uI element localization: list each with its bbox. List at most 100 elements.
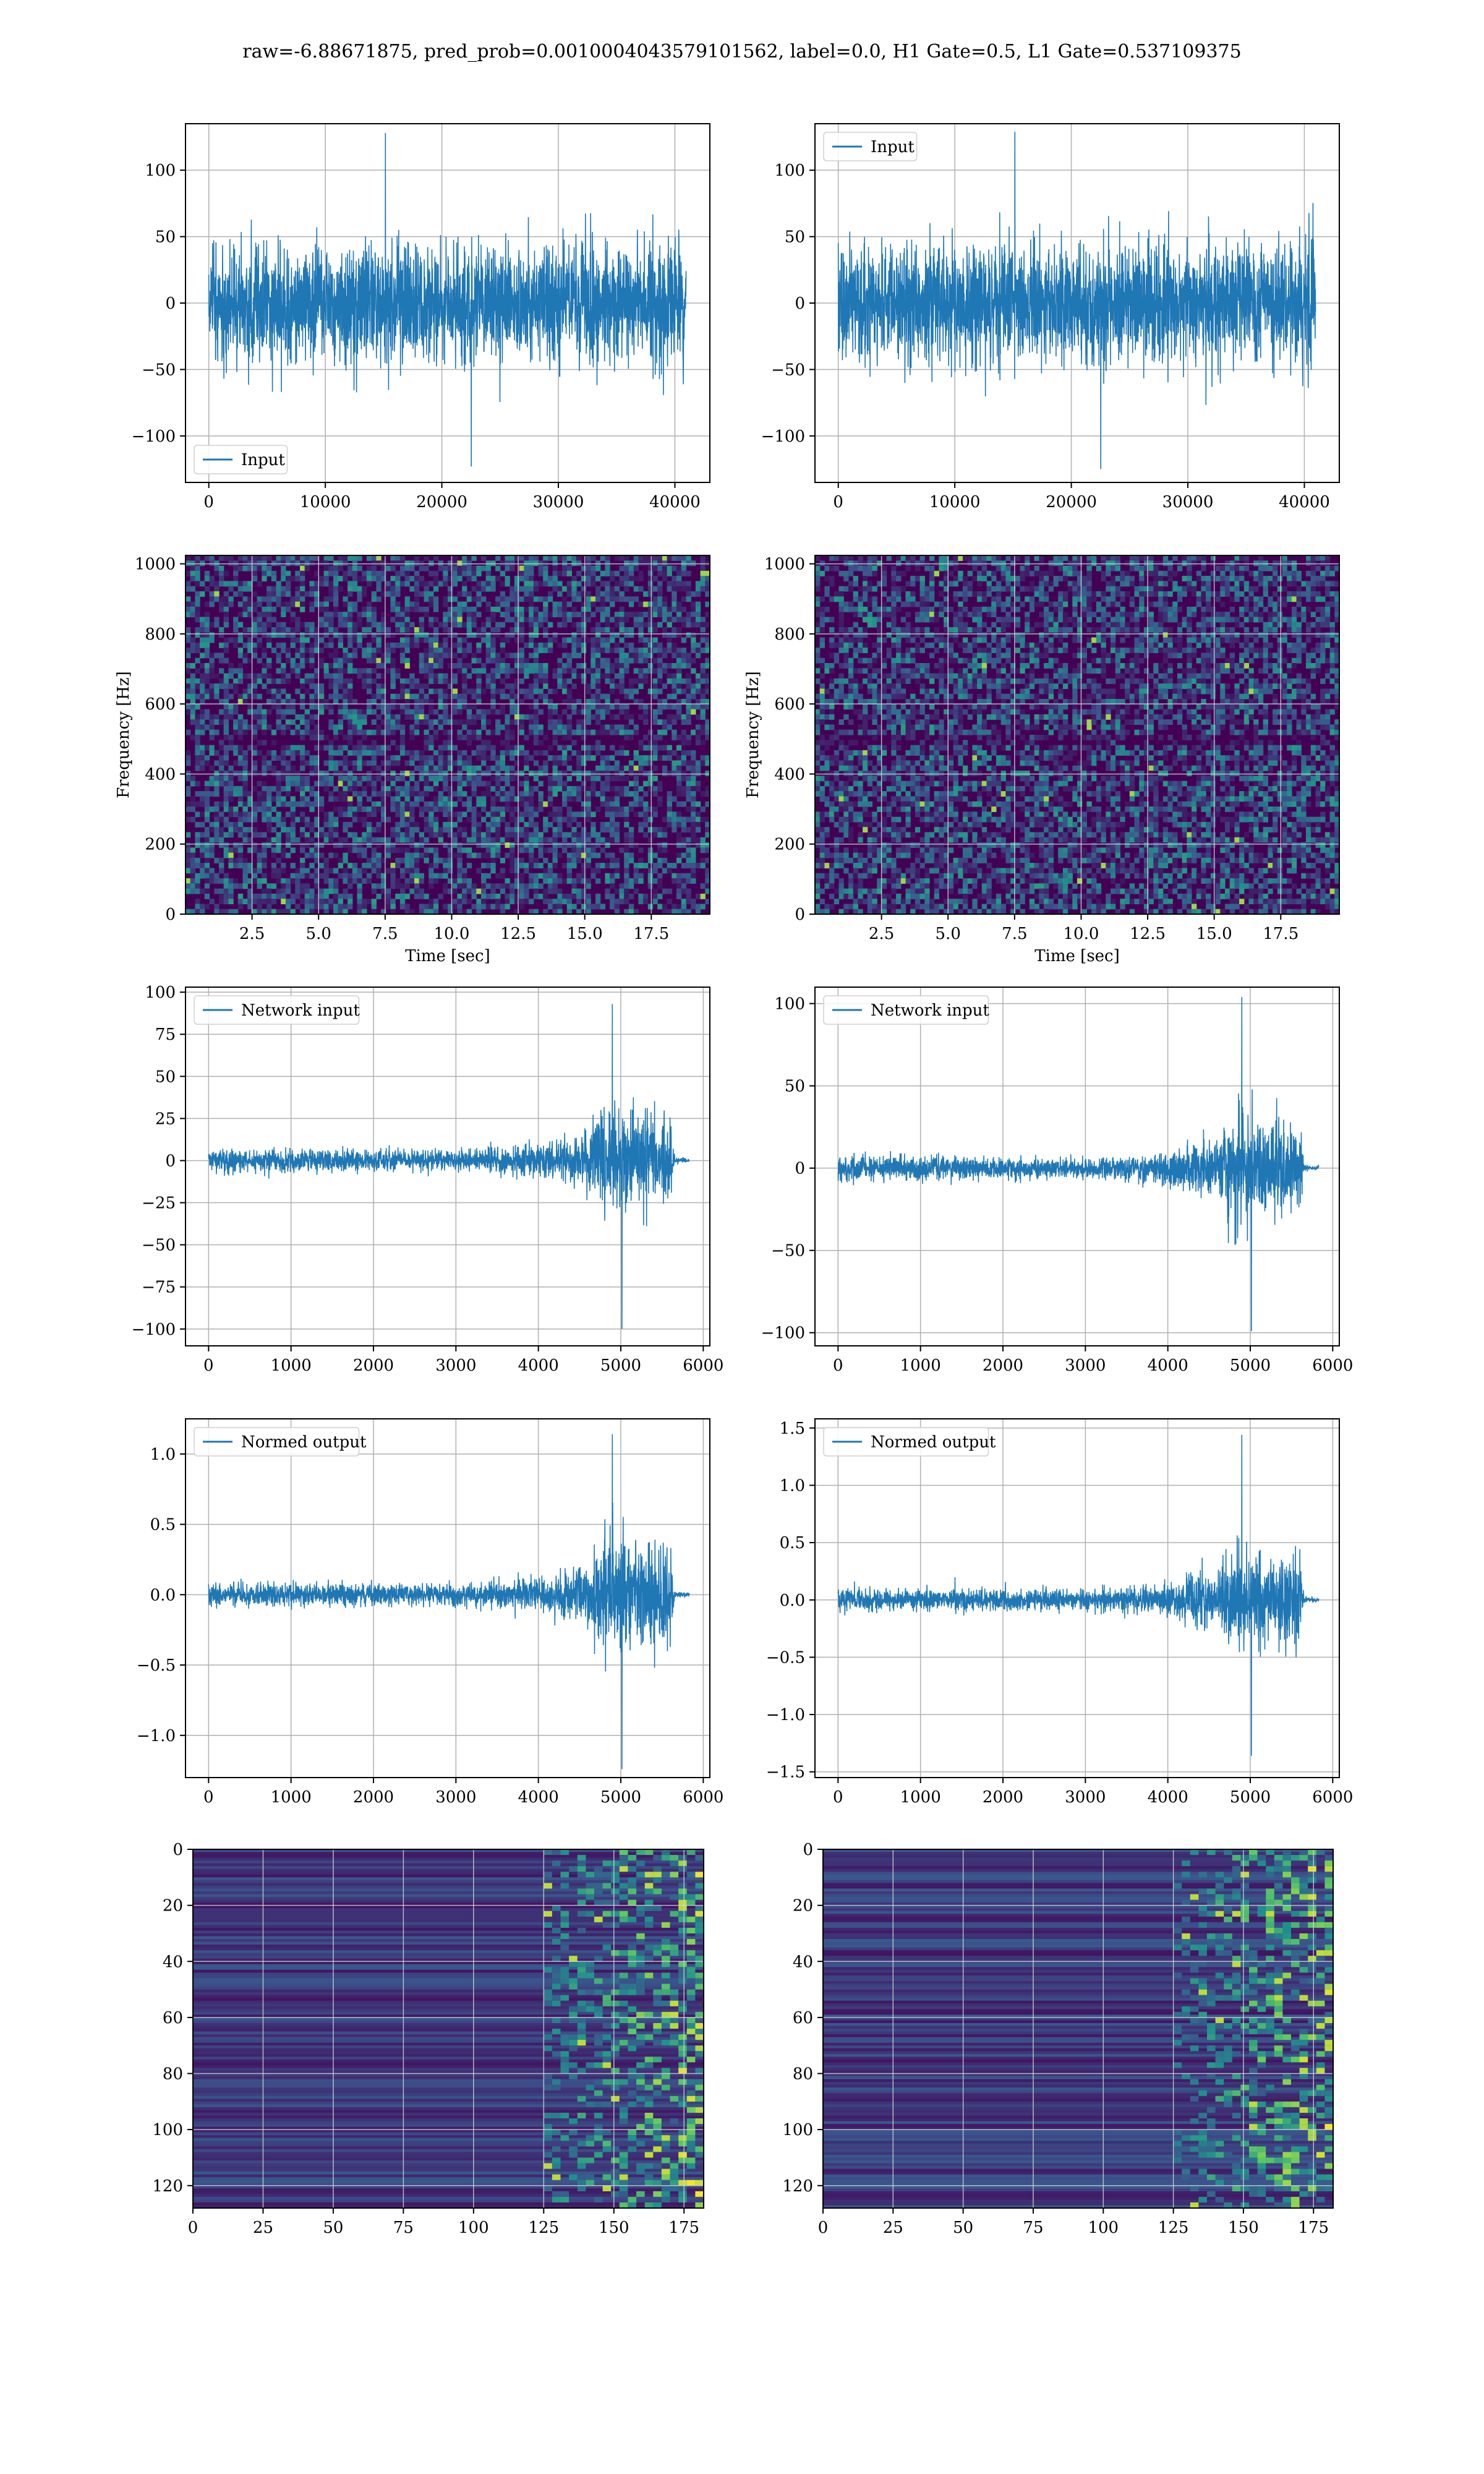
y-tick-label: 20 <box>793 1897 813 1915</box>
x-axis-label: Time [sec] <box>1034 947 1120 965</box>
x-tick-label: 3000 <box>435 1356 476 1375</box>
x-tick-label: 30000 <box>533 493 584 511</box>
x-tick-label: 17.5 <box>633 925 669 943</box>
y-tick-label: 40 <box>793 1953 813 1971</box>
y-tick-label: −100 <box>132 1320 176 1339</box>
x-tick-label: 1000 <box>271 1356 312 1375</box>
y-tick-label: 1.0 <box>150 1445 176 1464</box>
chart-l1_normed_output: 0 1000 2000 3000 4000 5000 6000 −1.5 −1.0 −0.5 0.0… <box>766 1418 1353 1807</box>
x-tick-label: 7.5 <box>1002 925 1027 943</box>
x-tick-label: 125 <box>528 2219 559 2237</box>
x-tick-label: 30000 <box>1162 493 1214 511</box>
chart-l1_feature_map: 0 25 50 75 100 125 150 175 0 20 40 60 80 100 120 <box>782 1841 1334 2237</box>
y-tick-label: 200 <box>145 836 176 854</box>
y-tick-label: −100 <box>761 1324 805 1343</box>
y-tick-label: 400 <box>774 765 805 784</box>
y-tick-label: −0.5 <box>766 1648 805 1667</box>
x-tick-label: 10.0 <box>434 925 470 943</box>
x-tick-label: 6000 <box>1312 1356 1353 1375</box>
axes-frame <box>185 1418 710 1778</box>
y-tick-label: 100 <box>774 161 805 180</box>
y-tick-label: 20 <box>163 1897 183 1915</box>
x-tick-label: 5000 <box>1230 1788 1271 1807</box>
y-tick-label: 100 <box>782 2121 813 2139</box>
legend: Normed output <box>194 1427 367 1457</box>
x-tick-label: 25 <box>883 2219 903 2237</box>
y-tick-label: 120 <box>152 2177 183 2196</box>
x-tick-label: 15.0 <box>567 925 603 943</box>
y-tick-label: 0 <box>795 1160 805 1178</box>
chart-h1_feature_map: 0 25 50 75 100 125 150 175 0 20 40 60 80 100 120 <box>152 1841 704 2237</box>
x-tick-label: 2.5 <box>869 925 894 943</box>
y-tick-label: 0.0 <box>150 1586 176 1604</box>
y-tick-label: 75 <box>155 1025 176 1044</box>
x-tick-label: 2000 <box>353 1788 394 1807</box>
x-tick-label: 0 <box>818 2219 829 2237</box>
y-tick-label: 0 <box>165 905 176 924</box>
x-tick-label: 125 <box>1158 2219 1189 2237</box>
y-tick-label: 120 <box>782 2177 813 2196</box>
x-tick-label: 12.5 <box>500 925 536 943</box>
y-tick-label: 600 <box>145 695 176 714</box>
y-tick-label: −1.0 <box>766 1706 805 1724</box>
y-tick-label: 1.0 <box>780 1476 805 1495</box>
axes-frame <box>814 555 1340 915</box>
chart-h1_network_input: 0 1000 2000 3000 4000 5000 6000 −100 −75 −50 −25 0 2… <box>132 983 724 1375</box>
y-tick-label: 1000 <box>135 555 176 574</box>
series-line-l1_network_input <box>837 996 1320 1332</box>
x-tick-label: 10.0 <box>1064 925 1099 943</box>
x-tick-label: 75 <box>393 2219 414 2237</box>
y-tick-label: 50 <box>785 1077 805 1096</box>
legend: Network input <box>823 995 989 1025</box>
x-tick-label: 5000 <box>1230 1356 1271 1375</box>
x-tick-label: 17.5 <box>1263 925 1298 943</box>
x-tick-label: 7.5 <box>372 925 398 943</box>
chart-h1_spectrogram: 2.5 5.0 7.5 10.0 12.5 15.0 17.5 0 200 400 600 800 10… <box>114 555 710 965</box>
y-tick-label: 0.5 <box>150 1516 176 1534</box>
legend: Network input <box>194 995 360 1025</box>
x-tick-label: 2000 <box>983 1788 1023 1807</box>
x-tick-label: 4000 <box>1148 1356 1188 1375</box>
x-tick-label: 150 <box>1228 2219 1259 2237</box>
x-tick-label: 50 <box>323 2219 343 2237</box>
series-line-l1_normed_output <box>837 1434 1320 1756</box>
y-tick-label: 100 <box>145 161 176 180</box>
y-tick-label: 50 <box>785 228 805 247</box>
legend-label: Normed output <box>241 1433 367 1452</box>
y-tick-label: 50 <box>155 228 176 247</box>
y-tick-label: 0.0 <box>780 1591 805 1610</box>
y-tick-label: 25 <box>155 1110 176 1128</box>
legend-box <box>823 1427 989 1457</box>
x-tick-label: 0 <box>833 493 843 511</box>
x-tick-label: 0 <box>188 2219 198 2237</box>
x-tick-label: 1000 <box>271 1788 312 1807</box>
y-tick-label: 50 <box>155 1068 176 1086</box>
y-tick-label: −50 <box>142 1236 176 1255</box>
y-tick-label: 60 <box>163 2009 183 2027</box>
y-tick-label: 0 <box>165 1152 176 1170</box>
y-tick-label: 40 <box>163 1953 183 1971</box>
x-tick-label: 175 <box>668 2219 699 2237</box>
legend-label: Network input <box>871 1001 989 1020</box>
legend: Input <box>194 445 288 474</box>
x-tick-label: 25 <box>253 2219 273 2237</box>
x-tick-label: 3000 <box>1065 1356 1106 1375</box>
x-axis-label: Time [sec] <box>405 947 490 965</box>
heatmap-h1_feature_map <box>193 1849 704 2208</box>
y-tick-label: 400 <box>145 765 176 784</box>
y-tick-label: 200 <box>774 836 805 854</box>
x-tick-label: 0 <box>203 493 214 511</box>
legend: Input <box>823 132 918 161</box>
x-tick-label: 0 <box>833 1356 843 1375</box>
x-tick-label: 3000 <box>435 1788 476 1807</box>
x-tick-label: 1000 <box>900 1356 941 1375</box>
figure-title: raw=-6.88671875, pred_prob=0.00100040435… <box>242 41 1242 62</box>
legend-label: Network input <box>241 1001 360 1020</box>
x-tick-label: 20000 <box>416 493 467 511</box>
x-tick-label: 4000 <box>518 1356 559 1375</box>
x-tick-label: 40000 <box>649 493 701 511</box>
y-tick-label: −50 <box>771 1242 805 1261</box>
y-tick-label: 0 <box>795 905 805 924</box>
series-line-h1_normed_output <box>208 1434 690 1770</box>
